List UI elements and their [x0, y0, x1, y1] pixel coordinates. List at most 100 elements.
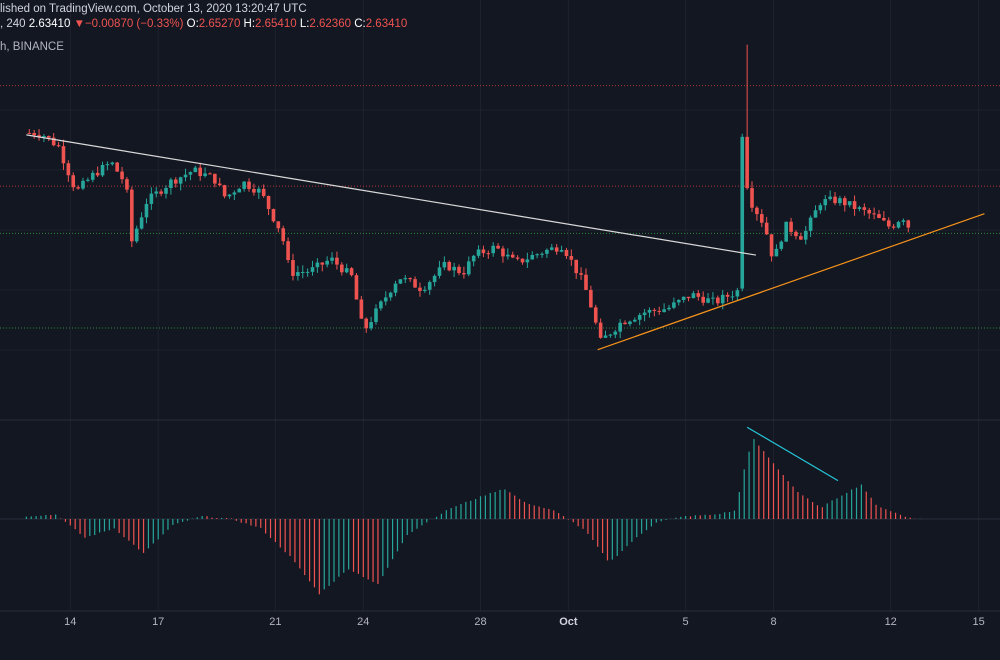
- candle-body: [203, 173, 207, 177]
- candle-53: [286, 237, 290, 263]
- candle-150: [759, 209, 764, 228]
- candle-body: [647, 309, 652, 313]
- candle-body: [803, 230, 808, 240]
- candle-15: [100, 161, 105, 178]
- x-tick-label-17: 17: [152, 616, 164, 628]
- candle-172: [867, 207, 872, 219]
- candle-24: [144, 198, 149, 224]
- candle-body: [354, 275, 359, 300]
- candle-body: [266, 196, 271, 210]
- candle-body: [369, 322, 373, 329]
- candle-body: [686, 296, 691, 299]
- candle-body: [457, 266, 461, 274]
- candle-46: [252, 183, 256, 196]
- candle-body: [125, 179, 129, 190]
- candle-96: [496, 243, 500, 250]
- candle-body: [842, 198, 847, 206]
- candle-body: [139, 217, 144, 229]
- candle-134: [681, 296, 686, 303]
- candle-118: [603, 330, 608, 338]
- candle-body: [496, 245, 500, 249]
- candle-body: [193, 167, 198, 173]
- candle-106: [545, 248, 549, 258]
- candle-body: [271, 209, 276, 222]
- candle-body: [462, 273, 466, 275]
- candle-body: [227, 194, 232, 197]
- candle-body: [603, 335, 608, 338]
- candle-body: [217, 183, 222, 186]
- candle-140: [711, 292, 715, 305]
- candle-body: [134, 228, 139, 242]
- candle-body: [769, 234, 774, 257]
- candle-92: [476, 245, 481, 259]
- candle-139: [706, 293, 710, 304]
- candle-56: [300, 265, 305, 279]
- candle-body: [296, 272, 300, 276]
- downtrend-line: [26, 134, 757, 256]
- candle-body: [525, 259, 530, 263]
- candle-body: [886, 220, 891, 227]
- candle-body: [549, 247, 554, 250]
- candle-body: [808, 217, 813, 231]
- candle-body: [618, 322, 622, 332]
- candle-body: [51, 137, 56, 146]
- candle-110: [564, 247, 569, 260]
- candle-90: [466, 256, 471, 277]
- candle-body: [784, 221, 788, 242]
- candle-79: [413, 276, 417, 288]
- candle-73: [383, 291, 388, 306]
- candle-146: [740, 133, 745, 292]
- candle-body: [701, 296, 705, 303]
- candle-64: [340, 262, 344, 276]
- high-label: H:: [243, 18, 256, 30]
- candle-19: [120, 166, 124, 184]
- candle-78: [408, 277, 412, 282]
- candle-body: [291, 260, 295, 276]
- candle-27: [159, 189, 163, 197]
- candle-26: [154, 187, 159, 198]
- trendlines: [26, 134, 985, 351]
- candle-141: [716, 295, 720, 306]
- candle-body: [300, 271, 305, 273]
- candle-body: [593, 307, 598, 323]
- candle-0: [27, 129, 32, 134]
- candle-body: [589, 289, 593, 308]
- candle-137: [696, 290, 701, 301]
- candle-85: [442, 256, 447, 271]
- candle-body: [222, 185, 227, 197]
- candle-111: [569, 249, 574, 266]
- candle-169: [852, 195, 857, 216]
- candle-body: [71, 175, 76, 188]
- candle-66: [349, 267, 354, 277]
- candle-45: [247, 178, 251, 192]
- candle-body: [833, 196, 837, 204]
- candle-76: [398, 279, 403, 284]
- candle-body: [37, 135, 41, 137]
- candle-body: [662, 309, 666, 312]
- candle-body: [637, 315, 642, 320]
- candle-29: [169, 177, 173, 195]
- candle-126: [642, 309, 647, 322]
- candle-body: [442, 261, 447, 268]
- candle-28: [164, 185, 168, 199]
- candle-154: [779, 240, 784, 251]
- candle-180: [906, 219, 911, 233]
- candle-body: [867, 209, 872, 214]
- candle-130: [662, 303, 666, 313]
- candle-63: [335, 251, 339, 270]
- candle-body: [862, 207, 867, 210]
- candle-body: [735, 290, 740, 297]
- candle-body: [427, 282, 432, 290]
- candle-body: [183, 174, 188, 178]
- candle-115: [589, 285, 593, 308]
- candle-body: [642, 312, 647, 316]
- candle-body: [364, 318, 369, 329]
- candle-39: [217, 177, 222, 187]
- candle-108: [554, 244, 559, 255]
- candle-71: [374, 304, 378, 325]
- candle-body: [579, 273, 583, 275]
- candle-167: [842, 196, 847, 212]
- candle-body: [530, 254, 535, 260]
- candle-body: [755, 207, 759, 215]
